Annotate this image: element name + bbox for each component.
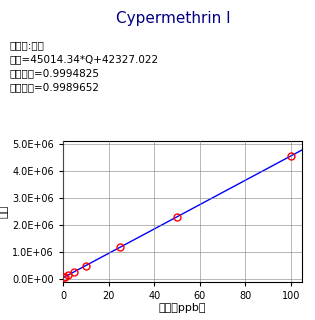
Y-axis label: 面積: 面積 [0, 204, 8, 218]
Text: Cypermethrin I: Cypermethrin I [116, 11, 231, 26]
Text: 検量線:直線
面積=45014.34*Q+42327.022
相関係数=0.9994825
決定係数=0.9989652: 検量線:直線 面積=45014.34*Q+42327.022 相関係数=0.99… [9, 40, 158, 92]
X-axis label: 濃度［ppb］: 濃度［ppb］ [159, 303, 206, 313]
